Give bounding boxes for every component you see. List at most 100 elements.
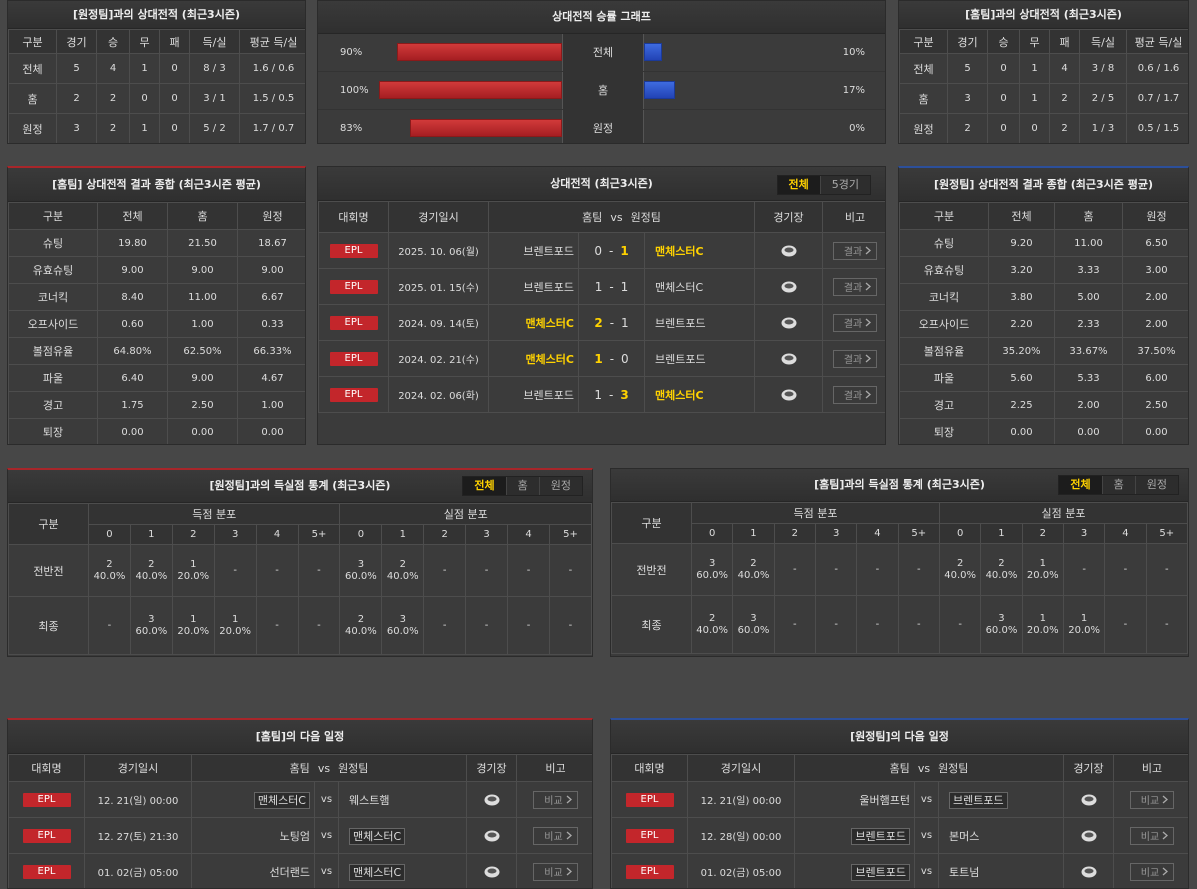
column-header: 홈 (167, 202, 238, 230)
goal-percent: 60.0% (737, 624, 770, 636)
venue-cell (466, 853, 517, 888)
tab[interactable]: 5경기 (819, 176, 870, 194)
goal-percent: 20.0% (177, 625, 210, 637)
bin-header: 5+ (548, 524, 592, 545)
panel-title: [홈팀] 상대전적 결과 종합 (최근3시즌 평균) (8, 168, 305, 202)
row-label: 최종 (8, 596, 89, 655)
home-team-cell: 맨체스터C (488, 304, 579, 341)
panel-title-text: [홈팀]의 다음 일정 (255, 730, 345, 743)
stat-value: 1.00 (237, 391, 305, 419)
column-header: 득/실 (189, 29, 240, 54)
goal-cell: 3 60.0% (980, 595, 1023, 654)
away-team-cell: 맨체스터C (644, 376, 755, 413)
score-cell: 2-1 (578, 304, 645, 341)
bin-header: 2 (423, 524, 467, 545)
match-table: 대회명 경기일시 홈팀 vs 원정팀 경기장 비고 EPL 12. 21(일) 00:00 울버햄… (611, 754, 1188, 888)
vs-label: vs (914, 817, 939, 854)
panel-title: [원정팀]과의 상대전적 (최근3시즌) (8, 1, 305, 29)
goal-count: 3 (750, 612, 757, 624)
stadium-icon (1081, 794, 1096, 805)
vs-label: vs (914, 781, 939, 818)
goal-cell: - (1145, 543, 1188, 596)
home-rate-label: 100% (340, 85, 369, 96)
column-header: 패 (1049, 29, 1080, 54)
row-label: 홈 (899, 83, 948, 114)
stadium-icon (1081, 830, 1096, 841)
tab[interactable]: 홈 (505, 477, 539, 495)
column-header: 평균 득/실 (1126, 29, 1188, 54)
tab[interactable]: 전체 (777, 176, 820, 194)
row-label: 원정 (899, 113, 948, 143)
stat-value: 0 (987, 53, 1020, 84)
goal-cell: - (814, 543, 858, 596)
stadium-inner (487, 868, 496, 873)
action-button[interactable]: 결과 (832, 385, 878, 404)
remark-cell: 결과 (822, 340, 885, 377)
goal-cell: - (423, 544, 467, 597)
action-button[interactable]: 비교 (1129, 826, 1175, 845)
goal-percent: 60.0% (985, 624, 1018, 636)
stat-value: 1.6 / 0.6 (239, 53, 305, 84)
home-summary-panel: [홈팀] 상대전적 결과 종합 (최근3시즌 평균) 구분 전체 홈 원정 슈팅 19.80… (7, 166, 306, 445)
panel-title-text: [홈팀]과의 상대전적 (최근3시즌) (965, 8, 1122, 21)
button-label: 결과 (843, 391, 863, 402)
row-label: 오프사이드 (8, 310, 98, 338)
bin-header: 0 (690, 523, 734, 544)
stats-row: 슈팅 9.20 11.00 6.50 (899, 229, 1188, 257)
home-header: 홈팀 (889, 762, 910, 775)
tab[interactable]: 전체 (463, 477, 506, 495)
action-button[interactable]: 비교 (1129, 790, 1175, 809)
button-label: 비교 (1140, 832, 1160, 843)
stat-value: 1 (129, 113, 160, 143)
action-button[interactable]: 비교 (1129, 862, 1175, 881)
record-vs-home-panel: [홈팀]과의 상대전적 (최근3시즌) 구분 경기 승 무 패 득/실 평균 득/실 전체 5 0 1… (898, 0, 1189, 144)
winrate-row: 90% 전체 10% (318, 34, 885, 72)
home-score: 1 (594, 279, 603, 294)
stat-value: 2 (56, 83, 97, 114)
action-button[interactable]: 비교 (533, 826, 578, 845)
goal-count: 1 (1039, 557, 1046, 569)
goal-percent: 60.0% (696, 569, 729, 581)
row-label: 슈팅 (8, 229, 98, 257)
tab[interactable]: 원정 (538, 477, 582, 495)
stat-value: 3.20 (988, 256, 1055, 284)
action-button[interactable]: 결과 (832, 313, 878, 332)
action-button[interactable]: 결과 (832, 349, 878, 368)
stat-value: 5.60 (988, 364, 1055, 392)
goal-cell: - (1104, 595, 1147, 654)
match-row: EPL 12. 27(토) 21:30 노팅엄 vs 맨체스터C 비교 (8, 817, 592, 854)
match-row: EPL 2025. 10. 06(월) 브렌트포드 0-1 맨체스터C 결과 (318, 232, 885, 269)
match-date: 01. 02(금) 05:00 (84, 853, 192, 888)
home-team: 울버햄프턴 (859, 793, 910, 807)
tab[interactable]: 전체 (1059, 476, 1102, 494)
vs-label: vs (314, 853, 339, 888)
remark-cell: 결과 (822, 376, 885, 413)
action-button[interactable]: 결과 (832, 277, 878, 296)
tab[interactable]: 홈 (1101, 476, 1135, 494)
goal-percent: 20.0% (177, 570, 210, 582)
tab-group: 전체 홈 원정 (462, 476, 583, 496)
home-score: 1 (594, 387, 602, 402)
bin-header: 0 (88, 524, 131, 545)
column-header: 전체 (97, 202, 168, 230)
goal-cell: - (548, 596, 592, 655)
goal-cell: 1 20.0% (1062, 595, 1106, 654)
stat-value: 0.00 (97, 418, 168, 444)
away-team-cell: 브렌트포드 (644, 340, 755, 377)
row-label: 최종 (611, 595, 692, 654)
action-button[interactable]: 비교 (533, 862, 578, 881)
action-button[interactable]: 비교 (533, 790, 578, 809)
stat-value: 3 / 1 (189, 83, 240, 114)
tab[interactable]: 원정 (1134, 476, 1178, 494)
goal-cell: - (88, 596, 131, 655)
chevron-icon (1162, 795, 1169, 804)
goal-cell: - (1145, 595, 1188, 654)
bin-header: 3 (1062, 523, 1106, 544)
away-team: 맨체스터C (655, 280, 704, 294)
stat-value: 1.5 / 0.5 (239, 83, 305, 114)
tab-group: 전체 홈 원정 (1058, 475, 1179, 495)
panel-title-text: [홈팀]과의 득실점 통계 (최근3시즌) (814, 478, 985, 491)
action-button[interactable]: 결과 (832, 241, 878, 260)
goal-cell: 3 60.0% (732, 595, 775, 654)
league-cell: EPL (611, 817, 688, 854)
